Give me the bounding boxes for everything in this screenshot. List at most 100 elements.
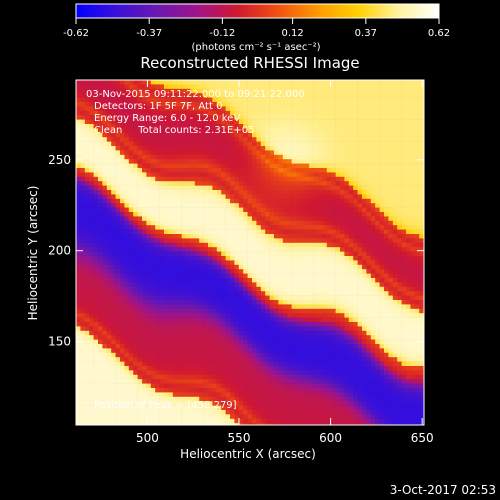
heatmap-cell — [256, 132, 262, 138]
heatmap-cell — [313, 128, 319, 134]
heatmap-cell — [199, 203, 204, 208]
heatmap-cell — [326, 326, 332, 332]
heatmap-cell — [243, 190, 248, 195]
heatmap-cell — [164, 80, 169, 85]
heatmap-cell — [137, 150, 143, 156]
heatmap-cell — [353, 84, 358, 90]
heatmap-cell — [115, 242, 121, 248]
heatmap-cell — [155, 300, 160, 305]
heatmap-cell — [172, 216, 178, 222]
heatmap-cell — [128, 256, 134, 261]
heatmap-cell — [89, 344, 94, 349]
heatmap-cell — [172, 304, 178, 310]
heatmap-cell — [115, 344, 121, 349]
heatmap-cell — [146, 225, 152, 230]
heatmap-cell — [401, 128, 407, 134]
heatmap-cell — [172, 282, 178, 288]
heatmap-cell — [366, 80, 372, 85]
heatmap-cell — [362, 185, 367, 191]
heatmap-cell — [370, 194, 376, 200]
heatmap-cell — [137, 115, 143, 120]
heatmap-cell — [150, 88, 156, 94]
heatmap-cell — [155, 286, 160, 292]
heatmap-cell — [362, 344, 367, 349]
heatmap-cell — [318, 176, 323, 182]
heatmap-cell — [304, 181, 310, 186]
heatmap-cell — [208, 313, 213, 318]
heatmap-cell — [269, 115, 275, 120]
heatmap-cell — [142, 339, 147, 345]
heatmap-cell — [313, 313, 319, 318]
heatmap-cell — [388, 203, 394, 208]
heatmap-cell — [282, 194, 288, 200]
heatmap-cell — [194, 181, 200, 186]
heatmap-cell — [278, 119, 284, 125]
heatmap-cell — [392, 273, 398, 279]
heatmap-cell — [331, 132, 336, 138]
heatmap-cell — [401, 203, 407, 208]
heatmap-cell — [181, 300, 187, 305]
heatmap-cell — [331, 212, 336, 217]
heatmap-cell — [225, 97, 231, 103]
heatmap-cell — [406, 260, 411, 266]
heatmap-cell — [133, 348, 138, 354]
heatmap-cell — [366, 176, 372, 182]
heatmap-cell — [335, 225, 341, 230]
heatmap-cell — [410, 163, 416, 169]
heatmap-cell — [357, 106, 363, 112]
heatmap-cell — [190, 102, 196, 107]
heatmap-cell — [265, 194, 270, 200]
heatmap-cell — [414, 146, 420, 151]
heatmap-cell — [322, 102, 328, 107]
heatmap-cell — [225, 132, 231, 138]
heatmap-cell — [344, 269, 350, 274]
heatmap-cell — [199, 102, 204, 107]
heatmap-cell — [362, 291, 367, 296]
heatmap-cell — [291, 132, 297, 138]
heatmap-cell — [269, 124, 275, 129]
heatmap-cell — [357, 124, 363, 129]
heatmap-cell — [159, 291, 165, 296]
heatmap-cell — [120, 260, 125, 266]
heatmap-cell — [194, 282, 200, 288]
heatmap-cell — [146, 260, 152, 266]
heatmap-cell — [414, 176, 420, 182]
heatmap-cell — [172, 115, 178, 120]
heatmap-cell — [181, 278, 187, 283]
heatmap-cell — [142, 322, 147, 327]
heatmap-cell — [256, 172, 262, 178]
heatmap-cell — [221, 291, 226, 296]
heatmap-cell — [318, 168, 323, 173]
heatmap-cell — [309, 198, 314, 204]
heatmap-cell — [133, 119, 138, 125]
heatmap-cell — [269, 282, 275, 288]
heatmap-cell — [265, 260, 270, 266]
heatmap-cell — [370, 172, 376, 178]
heatmap-cell — [260, 304, 266, 310]
heatmap-cell — [212, 313, 218, 318]
heatmap-cell — [410, 286, 416, 292]
heatmap-cell — [335, 128, 341, 134]
heatmap-cell — [106, 238, 112, 244]
heatmap-cell — [313, 348, 319, 354]
heatmap-cell — [335, 317, 341, 323]
heatmap-cell — [340, 286, 345, 292]
heatmap-cell — [234, 286, 240, 292]
heatmap-cell — [124, 172, 130, 178]
heatmap-cell — [274, 181, 279, 186]
heatmap-cell — [322, 88, 328, 94]
heatmap-cell — [322, 194, 328, 200]
heatmap-cell — [309, 282, 314, 288]
heatmap-cell — [199, 146, 204, 151]
heatmap-cell — [106, 286, 112, 292]
heatmap-cell — [260, 168, 266, 173]
heatmap-cell — [278, 124, 284, 129]
heatmap-cell — [340, 317, 345, 323]
heatmap-cell — [225, 154, 231, 160]
heatmap-cell — [194, 300, 200, 305]
heatmap-cell — [84, 115, 90, 120]
heatmap-cell — [344, 80, 350, 85]
heatmap-cell — [120, 238, 125, 244]
heatmap-cell — [269, 264, 275, 270]
heatmap-cell — [353, 181, 358, 186]
